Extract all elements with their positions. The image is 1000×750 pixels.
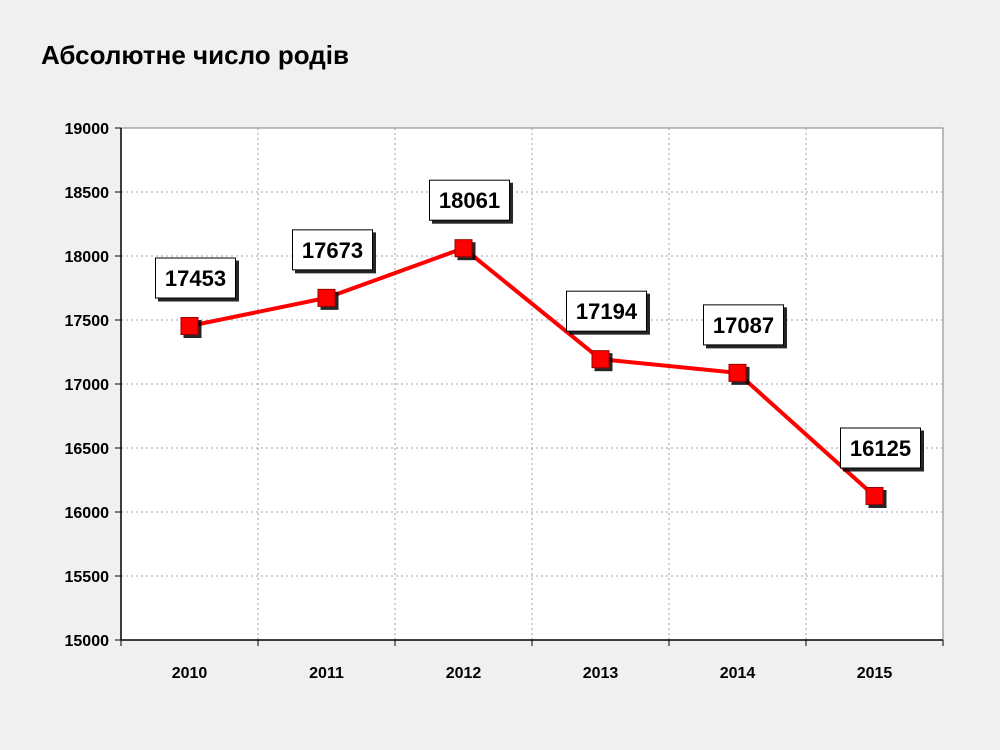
x-tick-label: 2011 — [309, 665, 344, 682]
data-label-value: 17194 — [576, 299, 638, 324]
y-tick-label: 17500 — [65, 313, 110, 330]
data-label-box — [566, 290, 647, 332]
data-label: 17087 — [703, 304, 784, 346]
data-label-box — [840, 427, 921, 469]
data-label: 16125 — [840, 427, 921, 469]
data-point-marker — [454, 239, 473, 258]
y-tick-label: 18500 — [65, 185, 110, 202]
data-label-value: 18061 — [439, 188, 500, 213]
data-point-marker — [728, 363, 747, 382]
y-tick-label: 15000 — [65, 633, 110, 650]
x-tick-label: 2010 — [172, 665, 208, 682]
data-label: 17453 — [155, 257, 236, 299]
data-label-value: 17673 — [302, 238, 363, 263]
series-line-layer — [189, 246, 876, 498]
data-point-marker — [591, 350, 610, 369]
chart-title: Абсолютне число родів — [41, 40, 349, 70]
y-tick-label: 17000 — [65, 377, 110, 394]
x-tick-label: 2014 — [720, 665, 756, 682]
data-label-box — [155, 257, 236, 299]
data-label-box — [429, 179, 510, 221]
data-label-value: 17087 — [713, 313, 774, 338]
data-label-value: 16125 — [850, 436, 911, 461]
series-line — [189, 246, 876, 498]
data-point-marker — [865, 487, 884, 505]
y-tick-label: 18000 — [65, 249, 110, 266]
data-point-marker — [180, 317, 199, 336]
x-tick-label: 2015 — [857, 665, 893, 682]
y-tick-label: 16500 — [65, 441, 110, 458]
axes: 15000 15500 16000 16500 17000 17500 18000 18500… — [65, 121, 944, 682]
data-label-box — [292, 229, 373, 271]
y-tick-label: 19000 — [65, 121, 110, 138]
y-tick-label: 16000 — [65, 505, 110, 522]
data-label-value: 17453 — [165, 266, 226, 291]
data-label: 17194 — [566, 290, 647, 332]
x-tick-label: 2012 — [446, 665, 482, 682]
data-label-box — [703, 304, 784, 346]
markers-layer — [180, 239, 884, 505]
data-label: 18061 — [429, 179, 510, 221]
data-label: 17673 — [292, 229, 373, 271]
grid-lines — [121, 128, 943, 640]
data-point-marker — [317, 288, 336, 307]
x-tick-label: 2013 — [583, 665, 619, 682]
y-tick-label: 15500 — [65, 569, 110, 586]
data-labels-layer: 17453 17673 18061 17194 17087 16125 — [155, 179, 921, 469]
